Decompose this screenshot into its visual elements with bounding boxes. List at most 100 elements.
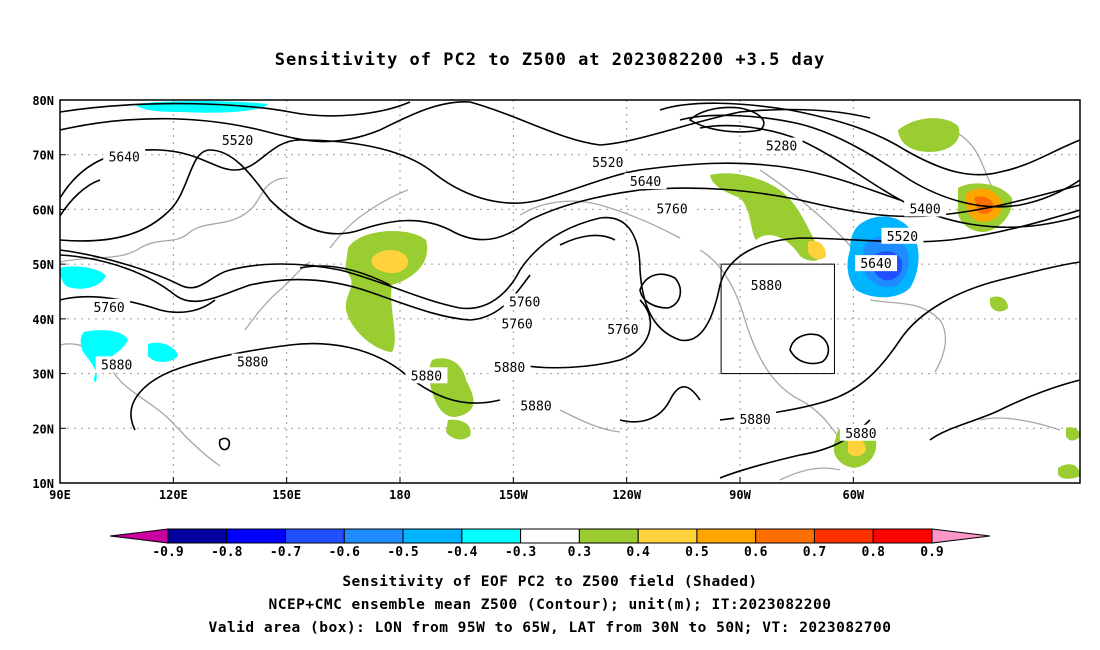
contour-label-bg (496, 315, 539, 332)
contour-label-bg (904, 200, 947, 217)
colorbar-label: 0.3 (568, 545, 591, 560)
contour-line (789, 333, 830, 365)
contour-label: 5880 (494, 361, 525, 376)
contour-label: 5880 (845, 427, 876, 442)
chart-title: Sensitivity of PC2 to Z500 at 2023082200… (274, 50, 826, 70)
coastline (869, 299, 947, 373)
contour-line (559, 234, 616, 246)
contour-label-bg (95, 356, 138, 373)
contour-label: 5520 (592, 156, 623, 171)
contour-label-bg (488, 359, 531, 376)
contour-label: 5760 (607, 323, 638, 338)
contour-line (688, 106, 765, 133)
colorbar-swatch (696, 528, 757, 544)
contour-line (60, 101, 871, 146)
contour-line (130, 342, 501, 431)
lon-tick-label: 60W (842, 488, 864, 502)
colorbar: -0.9 -0.8 -0.7 -0.6 -0.5 -0.4 -0.3 0.3 0.4 0.5 0.6… (109, 528, 991, 560)
lat-tick-label: 30N (32, 368, 54, 382)
contour-line (60, 179, 101, 217)
z500-contours (60, 101, 1080, 479)
contour-line (60, 209, 1080, 342)
contour-line (679, 114, 1080, 208)
colorbar-swatch (343, 528, 404, 544)
contour-label: 5760 (93, 301, 124, 316)
coastline (519, 200, 681, 239)
coastline (60, 343, 221, 467)
sensitivity-shade-area (60, 266, 106, 289)
contour-labels: 5520 5640 5280 5520 5640 5760 5400 5520 5640 5880… (88, 132, 947, 442)
contour-label: 5760 (501, 317, 532, 332)
sensitivity-shade-area (429, 358, 474, 417)
contour-line (60, 295, 216, 314)
sensitivity-shading (60, 101, 1080, 479)
lon-tick-label: 120E (159, 488, 188, 502)
colorbar-swatch (813, 528, 874, 544)
contour-line (60, 139, 901, 204)
contour-line (619, 386, 701, 423)
contour-label: 5640 (109, 150, 140, 165)
contour-label: 5400 (909, 202, 940, 217)
lon-tick-label: 150W (499, 488, 529, 502)
contour-label: 5880 (101, 358, 132, 373)
sensitivity-shade-area (371, 249, 409, 274)
lat-tick-label: 80N (32, 94, 54, 108)
contour-label-bg (760, 137, 803, 154)
contour-label: 5880 (739, 413, 770, 428)
colorbar-label: -0.5 (387, 545, 418, 560)
colorbar-label: -0.7 (270, 545, 301, 560)
contour-line (659, 102, 1080, 176)
colorbar-label: 0.9 (920, 545, 943, 560)
contour-line (218, 437, 231, 451)
colorbar-label: -0.9 (152, 545, 183, 560)
sensitivity-shade-area (345, 230, 428, 352)
contour-label-bg (103, 148, 146, 165)
axis-ticks: 90E 120E 150E 180 150W 120W 90W 60W 80N 70N 60N 50N… (32, 94, 865, 502)
contour-label: 5280 (766, 140, 797, 155)
sensitivity-shade-area (808, 240, 826, 260)
contour-label: 5880 (411, 369, 442, 384)
colorbar-swatch (637, 528, 698, 544)
colorbar-swatch (520, 528, 580, 544)
lon-tick-label: 150E (272, 488, 301, 502)
contour-label-bg (855, 255, 897, 272)
contour-label-bg (839, 424, 882, 441)
lat-tick-label: 20N (32, 422, 54, 436)
contour-label-bg (881, 227, 924, 244)
contour-label-bg (503, 293, 546, 310)
contour-label: 5520 (887, 230, 918, 245)
colorbar-swatch (167, 528, 228, 544)
contour-line (719, 261, 1080, 421)
sensitivity-shade-area (148, 342, 178, 362)
caption-line-1: Sensitivity of EOF PC2 to Z500 field (Sh… (342, 574, 758, 590)
contour-label: 5880 (751, 279, 782, 294)
colorbar-swatch (872, 528, 933, 544)
sensitivity-shade-area (848, 438, 866, 457)
contour-label-bg (216, 132, 259, 149)
sensitivity-shade-area (710, 173, 822, 261)
lon-tick-label: 180 (389, 488, 411, 502)
colorbar-swatch (226, 528, 287, 544)
contour-label-bg (745, 277, 788, 294)
map-frame (59, 99, 1081, 484)
valid-area-box (720, 263, 835, 375)
colorbar-swatch (578, 528, 639, 544)
contour-label: 5640 (630, 175, 661, 190)
colorbar-swatch (402, 528, 463, 544)
contour-label: 5760 (509, 295, 540, 310)
lat-tick-label: 70N (32, 149, 54, 163)
contour-label: 5880 (237, 356, 268, 371)
contour-line (60, 149, 1080, 242)
colorbar-label: -0.8 (211, 545, 242, 560)
colorbar-swatch (755, 528, 815, 544)
sensitivity-shade-area (1066, 427, 1080, 441)
contour-label: 5640 (860, 257, 891, 272)
contour-label: 5760 (656, 202, 687, 217)
colorbar-label: -0.4 (446, 545, 477, 560)
contour-label-bg (624, 173, 667, 190)
sensitivity-shade-area (80, 330, 128, 382)
sensitivity-shade-area (446, 419, 471, 440)
lon-tick-label: 120W (612, 488, 642, 502)
lat-tick-label: 50N (32, 258, 54, 272)
